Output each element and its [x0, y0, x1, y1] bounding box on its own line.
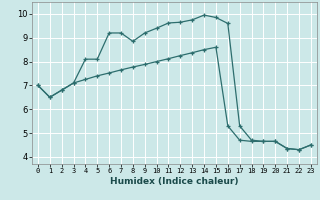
X-axis label: Humidex (Indice chaleur): Humidex (Indice chaleur) [110, 177, 239, 186]
